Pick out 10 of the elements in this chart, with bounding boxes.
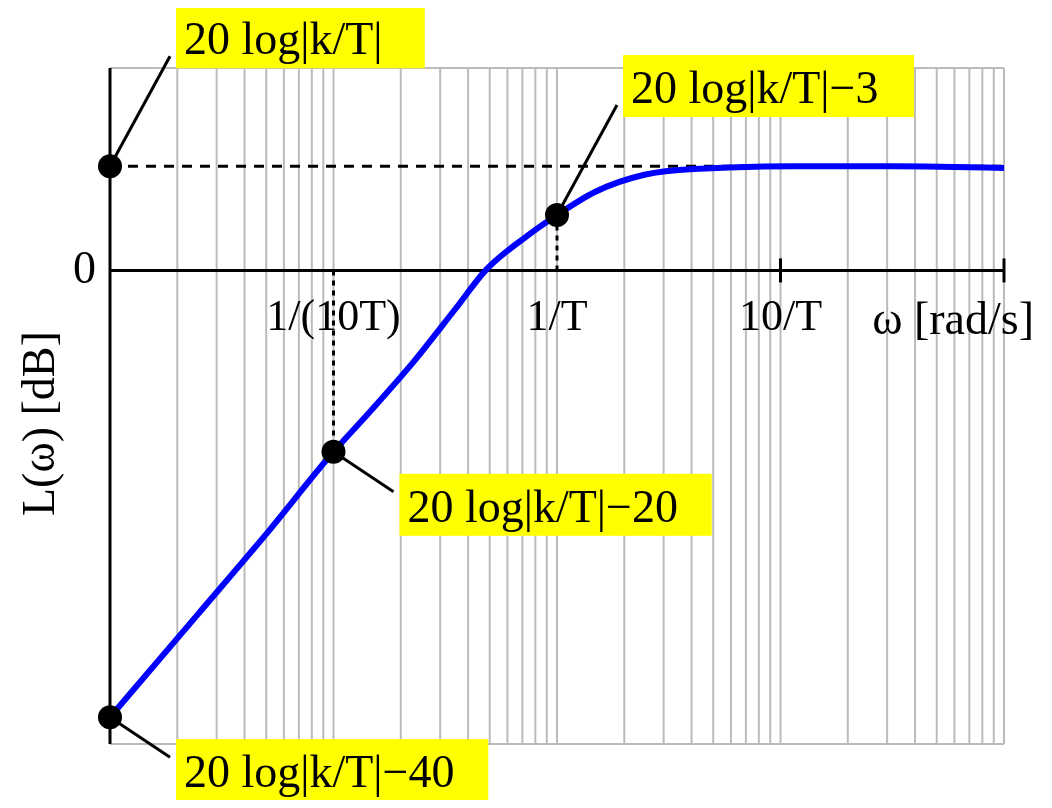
annotation: 20 log|k/T| [184, 13, 383, 65]
text: 0 [73, 241, 96, 296]
x-tick-label: 10/T [738, 291, 823, 341]
annotation: 20 log|k/T|−20 [407, 480, 679, 532]
x-tick-label: 1/(10T) [266, 291, 401, 341]
annotation: 20 log|k/T|−3 [631, 62, 879, 113]
x-axis-title: ω [rad/s] [872, 292, 1034, 346]
annotation: 20 log|k/T|−40 [184, 746, 455, 798]
y-axis-title: L(ω) [dB] [13, 331, 65, 516]
x-tick-label: 1/T [526, 291, 588, 341]
